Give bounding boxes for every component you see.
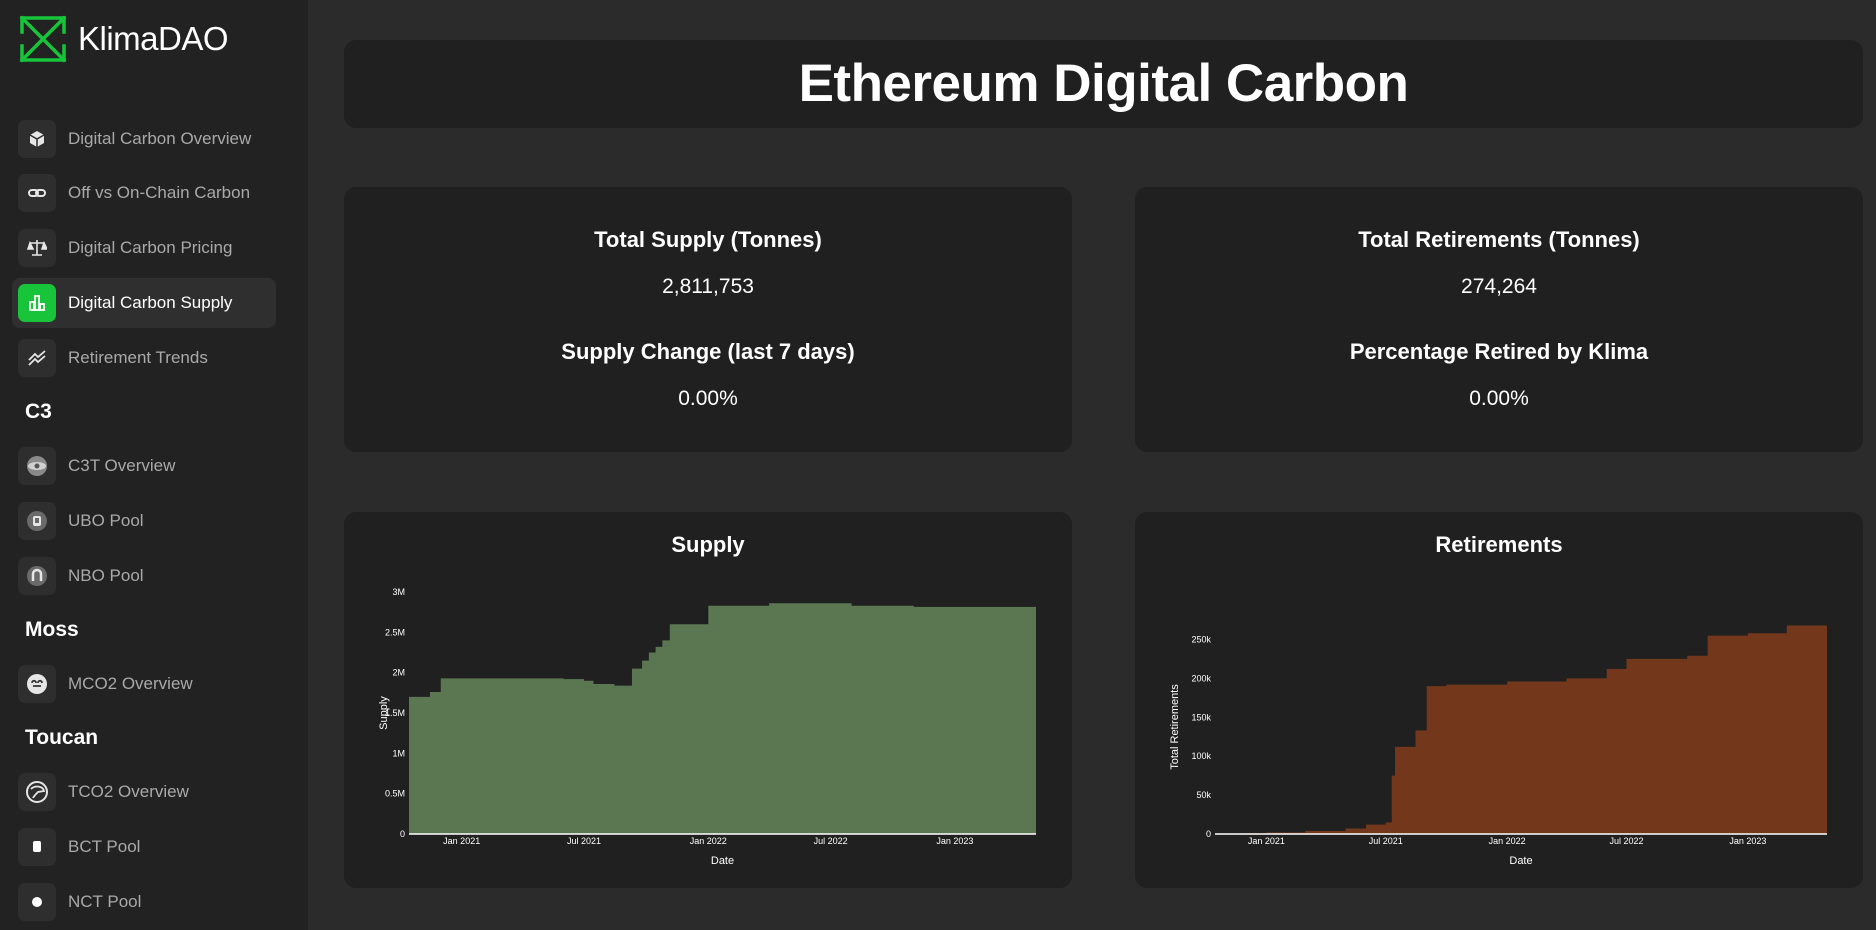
x-tick-label: Jan 2022 [690, 836, 727, 846]
bar-chart-icon [18, 284, 56, 322]
sidebar-item-label: NCT Pool [68, 892, 142, 911]
y-tick-label: 100k [1191, 751, 1211, 761]
sidebar-item-nct-pool[interactable]: NCT Pool [12, 877, 276, 927]
sidebar-item-off-vs-on-chain[interactable]: Off vs On-Chain Carbon [12, 168, 276, 218]
x-axis-title: Date [1509, 855, 1532, 867]
section-heading-moss: Moss [25, 618, 79, 641]
y-tick-label: 2M [392, 668, 405, 678]
nbo-token-icon [18, 557, 56, 595]
c3t-token-icon [18, 447, 56, 485]
sidebar-item-c3t-overview[interactable]: C3T Overview [12, 441, 276, 491]
supply-chart[interactable]: 0 0.5M 1M 1.5M 2M 2.5M 3M Jan 2021 Jul 2021 Jan 2… [344, 512, 1072, 888]
y-tick-label: 0.5M [385, 789, 405, 799]
chart-title: Supply [671, 532, 745, 557]
x-tick-label: Jan 2021 [443, 836, 480, 846]
scale-icon [18, 229, 56, 267]
y-tick-label: 2.5M [385, 627, 405, 637]
sidebar-item-nbo-pool[interactable]: NBO Pool [12, 551, 276, 601]
sidebar-item-digital-carbon-pricing[interactable]: Digital Carbon Pricing [12, 223, 276, 273]
brand-name: KlimaDAO [78, 20, 229, 57]
y-tick-label: 50k [1196, 790, 1211, 800]
sidebar-item-label: C3T Overview [68, 456, 176, 475]
percentage-retired-value: 0.00% [1469, 387, 1529, 410]
mco2-token-icon [18, 665, 56, 703]
trend-icon [18, 339, 56, 377]
area-series[interactable] [409, 603, 1036, 834]
sidebar-item-label: Digital Carbon Pricing [68, 238, 233, 257]
y-tick-label: 3M [392, 587, 405, 597]
section-heading-toucan: Toucan [25, 726, 99, 749]
sidebar-item-digital-carbon-overview[interactable]: Digital Carbon Overview [12, 114, 276, 164]
supply-change-label: Supply Change (last 7 days) [561, 339, 855, 364]
y-axis-title: Supply [378, 696, 390, 730]
total-supply-value: 2,811,753 [662, 275, 754, 298]
sidebar-item-ubo-pool[interactable]: UBO Pool [12, 496, 276, 546]
x-tick-label: Jul 2022 [1610, 836, 1644, 846]
klima-logo-icon [19, 15, 67, 63]
sidebar: KlimaDAO Digital Carbon Overview Off vs … [0, 0, 308, 930]
chart-title: Retirements [1435, 532, 1563, 557]
sidebar-item-retirement-trends[interactable]: Retirement Trends [12, 333, 276, 383]
section-heading-c3: C3 [25, 400, 52, 423]
area-series[interactable] [1215, 620, 1827, 834]
retirement-stats-card: Total Retirements (Tonnes) 274,264 Perce… [1135, 187, 1863, 452]
sidebar-item-digital-carbon-supply[interactable]: Digital Carbon Supply [12, 278, 276, 328]
y-tick-label: 1.5M [385, 708, 405, 718]
total-supply-label: Total Supply (Tonnes) [594, 227, 822, 252]
retirements-chart-card: Retirements 0 50k 100k 150k 200k 250k Jan 2021… [1135, 512, 1863, 888]
sidebar-item-label: UBO Pool [68, 511, 144, 530]
y-tick-label: 1M [392, 748, 405, 758]
total-retirements-label: Total Retirements (Tonnes) [1358, 227, 1640, 252]
sidebar-item-label: Retirement Trends [68, 348, 208, 367]
y-tick-label: 150k [1191, 712, 1211, 722]
link-icon [18, 174, 56, 212]
cube-icon [18, 120, 56, 158]
sidebar-item-bct-pool[interactable]: BCT Pool [12, 822, 276, 872]
bct-token-icon [18, 828, 56, 866]
brand[interactable]: KlimaDAO [18, 14, 229, 64]
supply-stats-card: Total Supply (Tonnes) 2,811,753 Supply C… [344, 187, 1072, 452]
retirements-chart[interactable]: 0 50k 100k 150k 200k 250k Jan 2021 Jul 2021 Jan … [1135, 512, 1863, 888]
sidebar-item-label: Off vs On-Chain Carbon [68, 183, 251, 202]
supply-chart-card: Supply 0 0.5M 1M 1.5M 2M 2.5M 3M Jan 2021 Jul 20… [344, 512, 1072, 888]
ubo-token-icon [18, 502, 56, 540]
total-retirements-value: 274,264 [1461, 275, 1537, 298]
y-tick-label: 200k [1191, 673, 1211, 683]
tco2-token-icon [18, 773, 56, 811]
sidebar-item-label: TCO2 Overview [68, 782, 189, 801]
sidebar-item-mco2-overview[interactable]: MCO2 Overview [12, 659, 276, 709]
x-tick-label: Jan 2023 [936, 836, 973, 846]
page-title: Ethereum Digital Carbon [798, 54, 1409, 113]
sidebar-item-label: BCT Pool [68, 837, 141, 856]
sidebar-item-label: Digital Carbon Supply [68, 293, 233, 312]
x-axis-title: Date [711, 855, 734, 867]
sidebar-item-label: MCO2 Overview [68, 674, 193, 693]
nct-token-icon [18, 883, 56, 921]
x-tick-label: Jan 2023 [1729, 836, 1766, 846]
x-tick-label: Jan 2022 [1489, 836, 1526, 846]
x-tick-label: Jul 2022 [814, 836, 848, 846]
x-tick-label: Jan 2021 [1248, 836, 1285, 846]
title-card: Ethereum Digital Carbon [344, 40, 1863, 128]
x-tick-label: Jul 2021 [567, 836, 601, 846]
sidebar-item-label: Digital Carbon Overview [68, 129, 252, 148]
y-tick-label: 250k [1191, 634, 1211, 644]
sidebar-item-tco2-overview[interactable]: TCO2 Overview [12, 767, 276, 817]
y-tick-label: 0 [400, 829, 405, 839]
sidebar-item-label: NBO Pool [68, 566, 144, 585]
y-tick-label: 0 [1206, 829, 1211, 839]
x-tick-label: Jul 2021 [1369, 836, 1403, 846]
y-axis-title: Total Retirements [1169, 684, 1181, 770]
supply-change-value: 0.00% [678, 387, 738, 410]
percentage-retired-label: Percentage Retired by Klima [1349, 339, 1649, 364]
